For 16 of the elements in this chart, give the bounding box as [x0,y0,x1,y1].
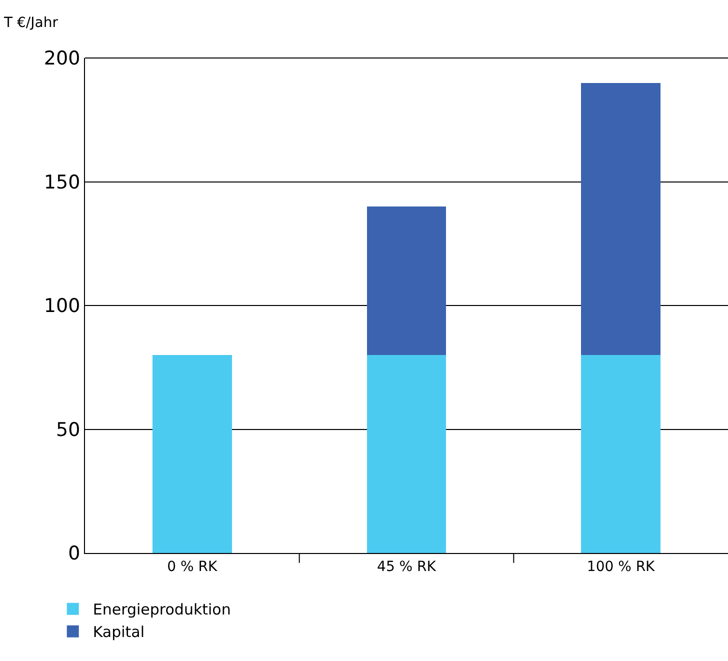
y-tick-label: 200 [44,48,80,70]
bar [152,355,232,553]
y-tick-label: 100 [44,295,80,318]
y-tick-label: 150 [44,171,80,194]
legend-label: Kapital [92,623,145,642]
y-axis-title: T €/Jahr [3,15,58,31]
x-tick-label: 45 % RK [377,558,437,575]
x-tick-label: 100 % RK [586,558,656,575]
bar [366,206,446,355]
y-tick-label: 50 [56,418,80,441]
bar [366,355,446,553]
x-tick-label: 0 % RK [167,558,218,575]
legend-label: Energieproduktion [92,600,231,619]
bar [581,82,660,355]
bar [581,355,660,553]
y-tick-label: 0 [68,542,80,565]
